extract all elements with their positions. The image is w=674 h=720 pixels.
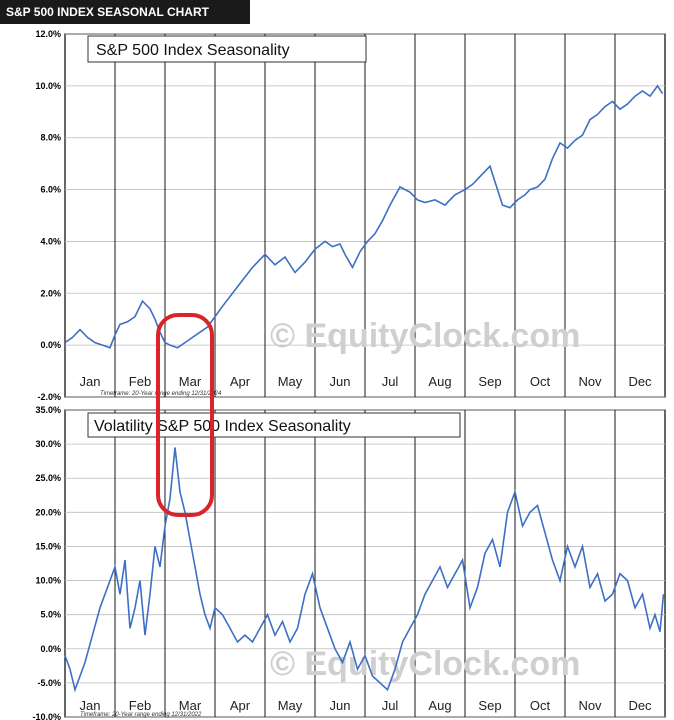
highlight-oval [156,313,214,517]
chart1-x-tick: Jan [80,374,101,389]
chart1-x-tick: Aug [428,374,451,389]
page-title: S&P 500 INDEX SEASONAL CHART [0,0,250,24]
chart1-x-tick: Apr [230,374,251,389]
chart1-footnote: Timeframe: 20-Year range ending 12/31/20… [100,391,222,397]
chart2-y-tick: 25.0% [35,473,61,483]
chart1-y-tick: 0.0% [40,340,61,350]
chart2-x-tick: Feb [129,698,151,713]
chart2-footnote: Timeframe: 20-Year range ending 12/31/20… [80,712,202,718]
chart2-watermark: © EquityClock.com [270,645,580,683]
chart2-x-tick: Dec [628,698,652,713]
chart1-x-tick: Jul [382,374,399,389]
chart1-y-tick: 2.0% [40,288,61,298]
chart2-title-box [87,412,461,438]
chart2-y-tick: 10.0% [35,576,61,586]
chart2-x-tick: May [278,698,303,713]
chart2-y-tick: 0.0% [40,644,61,654]
chart1-x-tick: Jun [330,374,351,389]
chart2-series-line [64,447,665,693]
chart2-x-tick: Mar [179,698,202,713]
chart1-series-line [64,84,664,349]
chart1-y-tick: 4.0% [40,236,61,246]
chart2-y-tick: 15.0% [35,541,61,551]
chart1-y-tick: 8.0% [40,133,61,143]
chart2-y-tick: 30.0% [35,439,61,449]
vix-seasonality-chart: © EquityClock.com 35.0% 30.0% 25.0% 20.0% 15… [32,405,666,720]
chart2-y-tick-labels: 35.0% 30.0% 25.0% 20.0% 15.0% 10.0% 5.0% 0.0% -5… [32,405,61,720]
chart1-y-tick-labels: 12.0% 10.0% 8.0% 6.0% 4.0% 2.0% 0.0% -2.0% [35,29,61,402]
chart2-y-tick: -10.0% [32,712,61,720]
chart1-gridlines [65,33,665,398]
chart1-title: S&P 500 Index Seasonality [96,42,290,59]
chart1-x-tick: Dec [628,374,652,389]
chart2-title: Volatility S&P 500 Index Seasonality [94,418,351,435]
chart1-x-tick: Mar [179,374,202,389]
chart2-x-tick: Oct [530,698,551,713]
chart2-x-tick: Jul [382,698,399,713]
chart1-x-tick: Feb [129,374,151,389]
chart2-y-tick: 5.0% [40,610,61,620]
chart1-x-tick-labels: Jan Feb Mar Apr May Jun Jul Aug Sep Oct Nov Dec [80,374,653,389]
chart2-y-tick: 35.0% [35,405,61,415]
chart2-y-tick: 20.0% [35,507,61,517]
chart2-x-tick: Apr [230,698,251,713]
chart2-x-tick: Nov [578,698,602,713]
chart1-y-tick: 12.0% [35,29,61,39]
chart2-x-tick: Sep [478,698,501,713]
chart1-watermark: © EquityClock.com [270,317,580,355]
chart1-x-tick: Nov [578,374,602,389]
chart1-y-tick: -2.0% [37,392,61,402]
chart2-x-tick: Aug [428,698,451,713]
chart1-y-tick: 6.0% [40,185,61,195]
chart2-x-tick: Jun [330,698,351,713]
chart1-y-tick: 10.0% [35,81,61,91]
sp500-seasonality-chart: © EquityClock.com 12.0% 10.0% 8.0% 6.0% 4.0%… [35,29,666,402]
chart1-x-tick: May [278,374,303,389]
chart1-x-tick: Sep [478,374,501,389]
chart2-x-tick: Jan [80,698,101,713]
chart2-x-tick-labels: Jan Feb Mar Apr May Jun Jul Aug Sep Oct Nov Dec [80,698,653,713]
chart2-gridlines [65,409,665,718]
chart2-y-tick: -5.0% [37,678,61,688]
chart1-title-box [87,35,367,63]
chart1-x-tick: Oct [530,374,551,389]
